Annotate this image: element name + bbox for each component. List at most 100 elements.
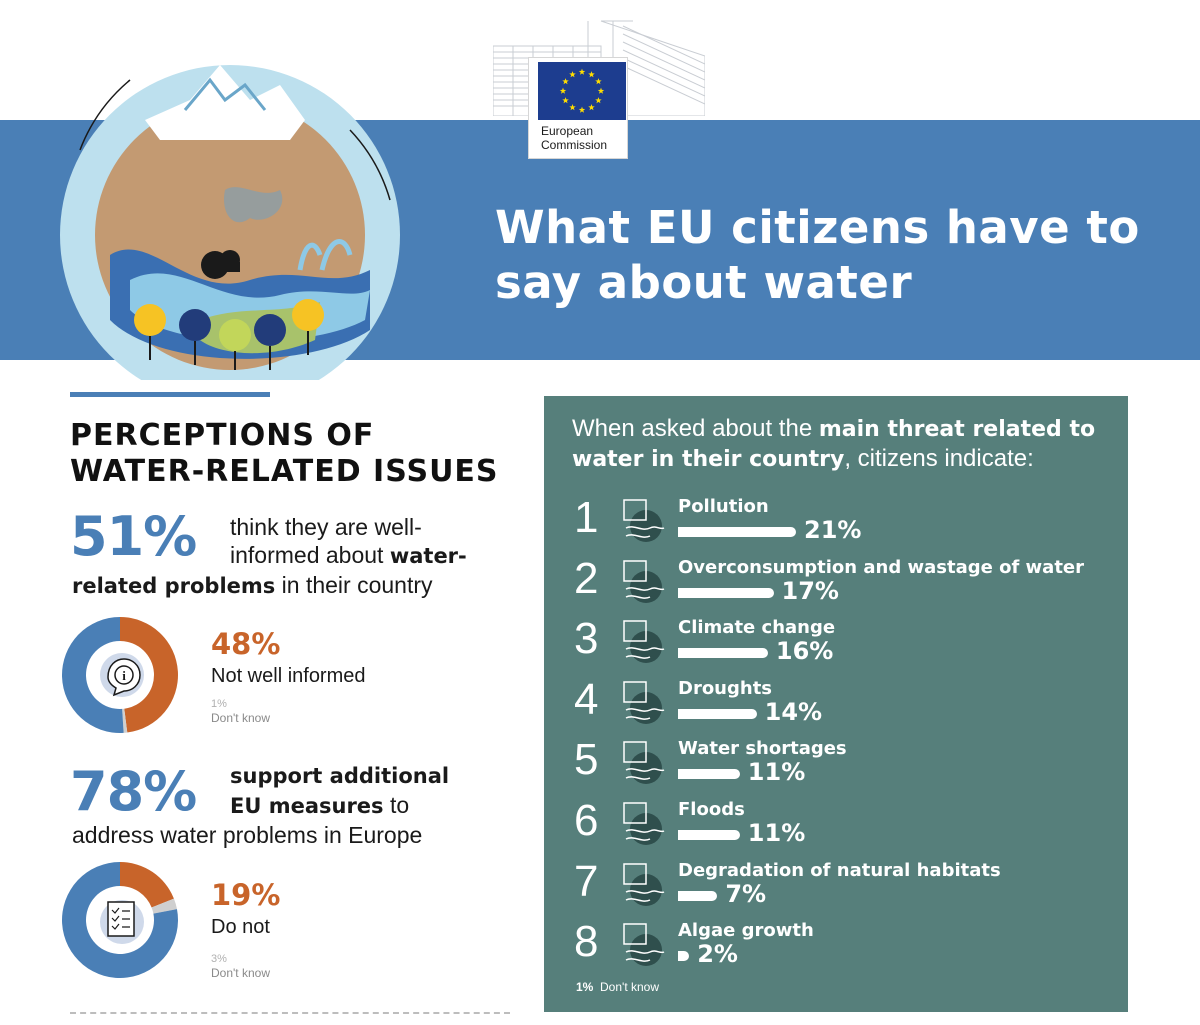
eu-star	[562, 78, 569, 85]
eu-star	[578, 106, 586, 113]
section-rule	[70, 392, 270, 397]
threats-intro: When asked about the main threat related…	[572, 415, 1096, 472]
eu-star	[562, 97, 569, 104]
flood-house-icon	[616, 797, 668, 849]
eu-flag-icon	[538, 62, 626, 120]
threats-panel: When asked about the main threat related…	[544, 396, 1128, 1012]
threat-bar	[678, 648, 768, 659]
support-slice	[62, 862, 178, 978]
tap-water-waste-icon	[616, 555, 668, 607]
threat-value-label: 17%	[781, 576, 839, 605]
dont-know-slice	[122, 708, 128, 733]
threat-label: Algae growth	[678, 920, 814, 942]
section-title: PERCEPTIONS OF WATER-RELATED ISSUES	[70, 418, 510, 490]
page-title-line1: What EU citizens have to	[495, 201, 1140, 254]
not-informed-slice	[120, 617, 179, 733]
threat-value-label: 16%	[775, 637, 834, 666]
eu-star	[588, 71, 595, 78]
eu-star	[569, 71, 576, 78]
threat-bar	[678, 951, 690, 962]
threat-row: 2 Overconsumption and wastage of water 17%	[544, 553, 1128, 613]
threat-rank: 5	[574, 735, 599, 785]
threat-value-label: 21%	[804, 516, 862, 544]
support-donut-chart	[62, 862, 178, 978]
support-statement-line3: address water problems in Europe	[72, 822, 423, 848]
informed-statement-line3: related problems in their country	[72, 572, 433, 598]
threat-row: 7 Degradation of natural habitats 7%	[544, 856, 1128, 916]
threat-label: Degradation of natural habitats	[678, 859, 1001, 881]
threat-value-label: 11%	[747, 758, 806, 787]
threat-label: Floods	[678, 799, 745, 820]
climate-globe-icon	[616, 615, 668, 667]
svg-text:i: i	[122, 668, 126, 683]
dashed-divider	[70, 1012, 510, 1014]
informed-slice	[61, 617, 124, 733]
dont-know-label-2: Don't know	[211, 966, 270, 980]
threat-rank: 3	[574, 614, 599, 664]
earth-globe-illustration	[60, 65, 400, 380]
habitat-degradation-icon	[616, 858, 668, 910]
threat-bar	[678, 708, 757, 719]
eu-star	[578, 68, 586, 75]
european-commission-logo: European Commission	[528, 57, 628, 159]
eu-star	[559, 87, 567, 94]
eu-star	[588, 104, 595, 111]
informed-donut-chart: i	[61, 617, 179, 733]
factory-pollution-icon	[616, 494, 668, 546]
threats-dont-know: 1% Don't know	[576, 980, 660, 994]
threat-label: Pollution	[678, 496, 769, 517]
threat-label: Overconsumption and wastage of water	[678, 556, 1085, 578]
threat-rank: 7	[574, 856, 599, 906]
do-not-support-slice	[120, 862, 174, 908]
threat-row: 6 Floods 11%	[544, 795, 1128, 855]
do-not-support-percentage: 19%	[211, 878, 281, 912]
eu-star	[595, 78, 602, 85]
support-statement-line2: EU measures to	[230, 792, 410, 818]
threat-row: 8 Algae growth 2%	[544, 916, 1128, 976]
section-title-line1: PERCEPTIONS OF	[70, 418, 375, 453]
page-title: What EU citizens have to say about water	[495, 200, 1185, 310]
threat-value-label: 2%	[697, 940, 738, 969]
info-icon: i	[100, 653, 144, 697]
threat-bar	[678, 830, 740, 840]
eu-star	[597, 87, 605, 94]
eu-star	[569, 104, 576, 111]
support-percentage: 78%	[70, 760, 197, 823]
threat-rank: 4	[574, 674, 599, 724]
dont-know-slice	[151, 898, 177, 914]
informed-percentage: 51%	[70, 505, 197, 568]
water-shortage-tap-icon	[616, 736, 668, 788]
page-title-line2: say about water	[495, 256, 913, 309]
support-statement-line1: support additional	[230, 764, 450, 788]
not-informed-percentage: 48%	[211, 627, 281, 661]
document-checklist-icon	[100, 900, 144, 944]
threat-value-label: 14%	[764, 697, 823, 726]
threat-rank: 8	[574, 917, 599, 967]
drought-icon	[616, 676, 668, 728]
threat-label: Climate change	[678, 617, 836, 639]
threat-value-label: 7%	[725, 879, 767, 908]
eu-star	[595, 97, 602, 104]
threat-rank: 2	[574, 553, 599, 603]
dont-know-label-1: Don't know	[211, 711, 270, 725]
threat-bar	[678, 587, 774, 598]
section-title-line2: WATER-RELATED ISSUES	[70, 454, 499, 489]
dont-know-percentage-2: 3%	[211, 953, 227, 965]
dont-know-percentage-1: 1%	[211, 698, 227, 710]
informed-statement-line2: informed about water-	[230, 542, 467, 568]
algae-icon	[616, 918, 668, 970]
threat-label: Water shortages	[678, 738, 847, 760]
informed-statement-line1: think they are well-	[230, 514, 422, 540]
threat-bar	[678, 527, 796, 537]
threat-row: 4 Droughts 14%	[544, 674, 1128, 734]
threat-row: 5 Water shortages 11%	[544, 734, 1128, 794]
threat-row: 1 Pollution 21%	[544, 492, 1128, 552]
threat-row: 3 Climate change 16%	[544, 613, 1128, 673]
threat-rank: 1	[574, 493, 599, 542]
do-not-support-label: Do not	[211, 916, 270, 938]
threat-bar	[678, 890, 718, 901]
threat-value-label: 11%	[747, 819, 806, 847]
threat-label: Droughts	[678, 677, 773, 699]
threat-bar	[678, 769, 740, 780]
threat-rank: 6	[574, 796, 599, 845]
